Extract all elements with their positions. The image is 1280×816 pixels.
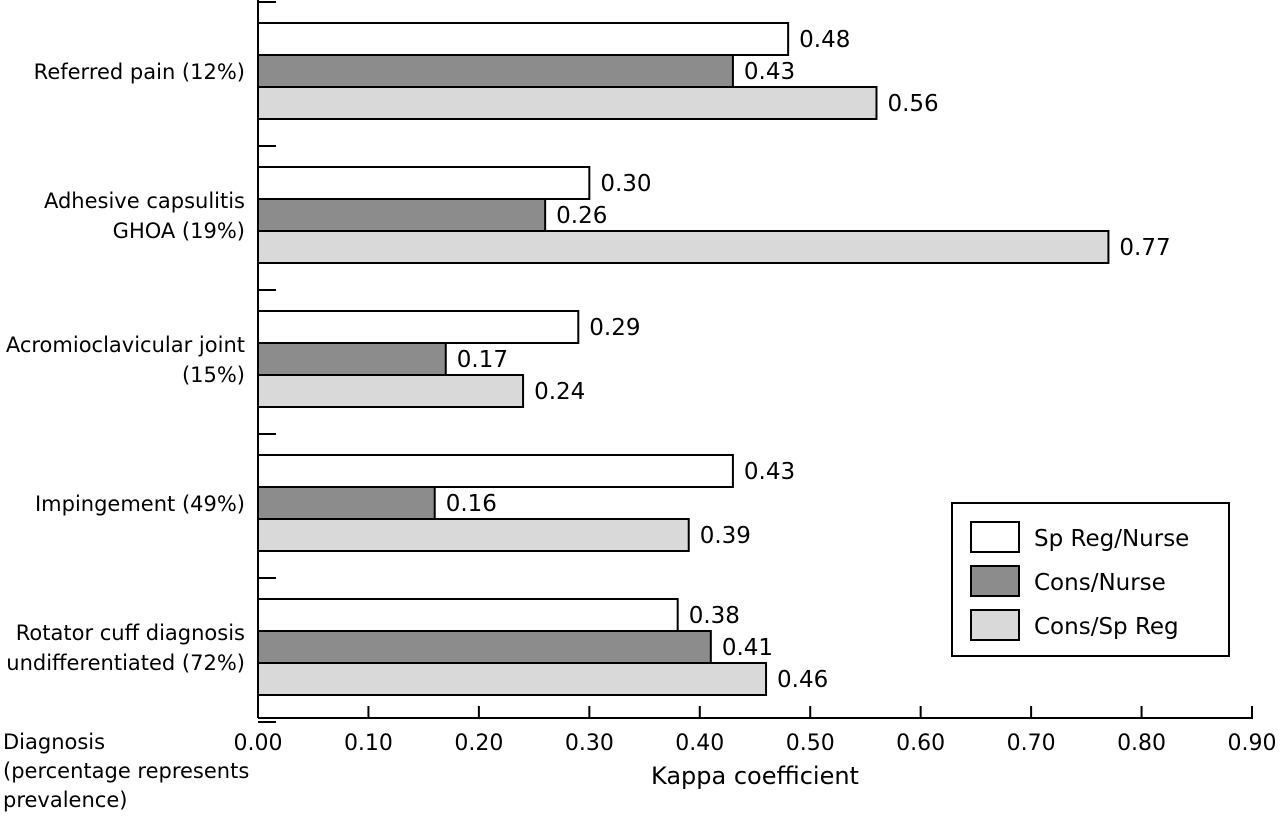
x-tick-label-4: 0.40 (675, 731, 724, 756)
bar-cons-sp-reg-5 (257, 662, 768, 696)
x-tick-label-3: 0.30 (565, 731, 614, 756)
value-labels-layer: 0.480.430.560.300.260.770.290.170.240.43… (446, 27, 1171, 693)
x-tick-label-8: 0.80 (1117, 731, 1166, 756)
x-tick-label-5: 0.50 (786, 731, 835, 756)
bar-cons-nurse-5 (257, 630, 712, 664)
x-tick-label-1: 0.10 (344, 731, 393, 756)
bar-cons-sp-reg-1 (257, 86, 878, 120)
value-label-cons-nurse-5: 0.41 (722, 635, 773, 661)
value-label-sp-reg-nurse-4: 0.43 (744, 459, 795, 485)
x-tick-label-9: 0.90 (1228, 731, 1277, 756)
bar-sp-reg-nurse-2 (257, 166, 591, 200)
value-label-cons-sp-reg-3: 0.24 (534, 379, 585, 405)
x-tick-label-6: 0.60 (896, 731, 945, 756)
value-label-cons-sp-reg-2: 0.77 (1119, 235, 1170, 261)
value-label-sp-reg-nurse-2: 0.30 (600, 171, 651, 197)
y-axis-title: Diagnosis (percentage represents prevalenc… (3, 730, 249, 812)
legend-label-sp-reg-nurse: Sp Reg/Nurse (1034, 526, 1189, 552)
legend-label-cons-nurse: Cons/Nurse (1034, 570, 1166, 596)
bar-sp-reg-nurse-3 (257, 310, 580, 344)
y-axis-title-line-2: (percentage represents (3, 759, 249, 783)
value-label-cons-nurse-4: 0.16 (446, 491, 497, 517)
x-tick-label-0: 0.00 (234, 731, 283, 756)
x-tick-label-2: 0.20 (454, 731, 503, 756)
bar-cons-nurse-1 (257, 54, 734, 88)
value-label-sp-reg-nurse-5: 0.38 (689, 603, 740, 629)
bar-sp-reg-nurse-4 (257, 454, 734, 488)
bar-cons-nurse-4 (257, 486, 436, 520)
category-label-5-line-2: undifferentiated (72%) (6, 651, 245, 675)
bar-cons-sp-reg-2 (257, 230, 1110, 264)
value-label-cons-nurse-2: 0.26 (556, 203, 607, 229)
value-label-sp-reg-nurse-1: 0.48 (799, 27, 850, 53)
category-label-3-line-1: Acromioclavicular joint (6, 333, 245, 357)
x-axis-title: Kappa coefficient (651, 762, 859, 790)
category-label-2-line-1: Adhesive capsulitis (44, 189, 245, 213)
category-label-4: Impingement (49%) (35, 492, 245, 516)
value-label-cons-sp-reg-4: 0.39 (700, 523, 751, 549)
category-label-5-line-1: Rotator cuff diagnosis (16, 621, 245, 645)
value-label-cons-sp-reg-5: 0.46 (777, 667, 828, 693)
category-label-2-line-2: GHOA (19%) (113, 219, 245, 243)
legend-swatch-cons-nurse (970, 565, 1020, 597)
legend-swatch-sp-reg-nurse (970, 521, 1020, 553)
bar-cons-sp-reg-4 (257, 518, 690, 552)
category-labels-layer: Referred pain (12%) Adhesive capsulitis GH… (6, 60, 245, 675)
bar-sp-reg-nurse-5 (257, 598, 679, 632)
value-label-cons-nurse-1: 0.43 (744, 59, 795, 85)
bar-sp-reg-nurse-1 (257, 22, 790, 56)
bar-cons-nurse-2 (257, 198, 547, 232)
legend-label-cons-sp-reg: Cons/Sp Reg (1034, 614, 1179, 640)
x-tick-labels-layer: 0.00 0.10 0.20 0.30 0.40 0.50 0.60 0.70 0.80 0.90 (234, 731, 1277, 756)
value-label-cons-nurse-3: 0.17 (457, 347, 508, 373)
y-axis-title-line-1: Diagnosis (3, 730, 105, 754)
value-label-sp-reg-nurse-3: 0.29 (589, 315, 640, 341)
category-label-3-line-2: (15%) (182, 363, 245, 387)
bar-cons-nurse-3 (257, 342, 447, 376)
y-axis-title-line-3: prevalence) (3, 788, 127, 812)
axes-layer (257, 0, 1253, 723)
legend-swatch-cons-sp-reg (970, 609, 1020, 641)
x-tick-label-7: 0.70 (1007, 731, 1056, 756)
bar-cons-sp-reg-3 (257, 374, 525, 408)
legend: Sp Reg/Nurse Cons/Nurse Cons/Sp Reg (951, 502, 1230, 657)
value-label-cons-sp-reg-1: 0.56 (887, 91, 938, 117)
category-label-1: Referred pain (12%) (34, 60, 245, 84)
bars-layer (257, 22, 1110, 696)
